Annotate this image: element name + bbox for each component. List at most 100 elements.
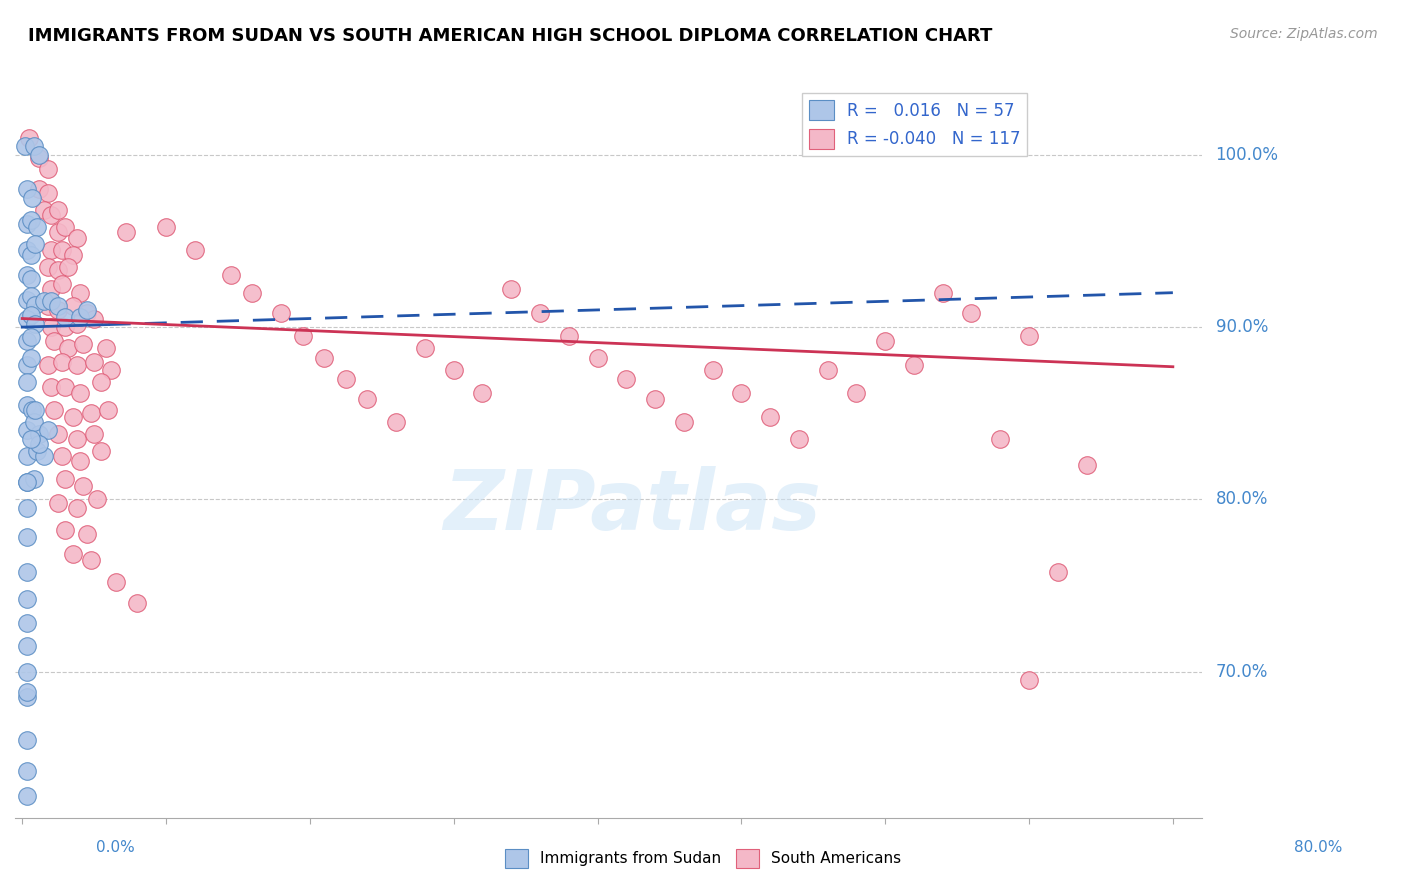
Point bbox=[672, 415, 695, 429]
Point bbox=[15, 311, 38, 326]
Legend: Immigrants from Sudan, South Americans: Immigrants from Sudan, South Americans bbox=[499, 843, 907, 873]
Point bbox=[15, 616, 38, 631]
Point bbox=[501, 282, 523, 296]
Point bbox=[15, 293, 38, 307]
Point bbox=[28, 437, 51, 451]
Point bbox=[15, 376, 38, 390]
Point bbox=[58, 260, 80, 274]
Point bbox=[15, 217, 38, 231]
Point bbox=[644, 392, 666, 407]
Point bbox=[46, 426, 69, 441]
Point bbox=[42, 334, 65, 348]
Point bbox=[20, 248, 42, 262]
Point bbox=[15, 450, 38, 464]
Point bbox=[558, 328, 581, 343]
Point bbox=[14, 139, 37, 153]
Point bbox=[76, 302, 98, 317]
Text: IMMIGRANTS FROM SUDAN VS SOUTH AMERICAN HIGH SCHOOL DIPLOMA CORRELATION CHART: IMMIGRANTS FROM SUDAN VS SOUTH AMERICAN … bbox=[28, 27, 993, 45]
Point bbox=[28, 182, 51, 196]
Point bbox=[1018, 673, 1040, 688]
Point bbox=[90, 376, 112, 390]
Point bbox=[69, 310, 91, 324]
Point bbox=[15, 592, 38, 607]
Point bbox=[335, 372, 357, 386]
Point bbox=[15, 685, 38, 699]
Point bbox=[37, 424, 59, 438]
Point bbox=[39, 208, 62, 222]
Point bbox=[127, 596, 149, 610]
Point bbox=[15, 398, 38, 412]
Point bbox=[20, 308, 42, 322]
Point bbox=[76, 306, 98, 320]
Point bbox=[787, 432, 810, 446]
Point bbox=[471, 385, 494, 400]
Point bbox=[15, 733, 38, 747]
Point bbox=[66, 500, 89, 515]
Point bbox=[83, 354, 105, 368]
Point bbox=[845, 385, 868, 400]
Text: 100.0%: 100.0% bbox=[1216, 146, 1278, 164]
Point bbox=[413, 341, 436, 355]
Point bbox=[817, 363, 839, 377]
Point bbox=[53, 320, 76, 334]
Point bbox=[51, 243, 73, 257]
Point bbox=[960, 306, 983, 320]
Point bbox=[20, 213, 42, 227]
Text: 70.0%: 70.0% bbox=[1216, 663, 1268, 681]
Point bbox=[69, 454, 91, 468]
Point bbox=[51, 354, 73, 368]
Point bbox=[86, 492, 108, 507]
Point bbox=[1076, 458, 1098, 472]
Point bbox=[62, 548, 84, 562]
Point bbox=[46, 496, 69, 510]
Point bbox=[15, 789, 38, 803]
Point bbox=[66, 432, 89, 446]
Point bbox=[20, 272, 42, 286]
Point bbox=[104, 574, 127, 589]
Point bbox=[15, 243, 38, 257]
Point bbox=[875, 334, 897, 348]
Point bbox=[270, 306, 292, 320]
Point bbox=[39, 282, 62, 296]
Point bbox=[15, 182, 38, 196]
Point bbox=[32, 450, 55, 464]
Point bbox=[240, 285, 263, 300]
Point bbox=[1018, 328, 1040, 343]
Point bbox=[20, 432, 42, 446]
Point bbox=[37, 358, 59, 372]
Point bbox=[37, 300, 59, 314]
Point bbox=[46, 263, 69, 277]
Point bbox=[529, 306, 551, 320]
Point bbox=[100, 363, 122, 377]
Point bbox=[20, 330, 42, 344]
Point bbox=[76, 526, 98, 541]
Point bbox=[42, 402, 65, 417]
Point bbox=[66, 358, 89, 372]
Point bbox=[66, 230, 89, 244]
Point bbox=[62, 300, 84, 314]
Point bbox=[53, 310, 76, 324]
Point bbox=[53, 220, 76, 235]
Point bbox=[37, 260, 59, 274]
Point bbox=[184, 243, 207, 257]
Point bbox=[291, 328, 314, 343]
Point bbox=[66, 317, 89, 331]
Point bbox=[97, 402, 120, 417]
Point bbox=[25, 444, 48, 458]
Point bbox=[72, 478, 94, 492]
Point bbox=[21, 402, 44, 417]
Point bbox=[730, 385, 752, 400]
Point bbox=[155, 220, 177, 235]
Point bbox=[1046, 565, 1069, 579]
Text: 80.0%: 80.0% bbox=[1295, 839, 1343, 855]
Point bbox=[443, 363, 465, 377]
Point bbox=[58, 341, 80, 355]
Point bbox=[39, 243, 62, 257]
Text: 90.0%: 90.0% bbox=[1216, 318, 1268, 336]
Point bbox=[15, 530, 38, 544]
Point bbox=[46, 300, 69, 314]
Point bbox=[24, 298, 46, 312]
Point bbox=[24, 237, 46, 252]
Point bbox=[22, 472, 45, 486]
Point bbox=[988, 432, 1011, 446]
